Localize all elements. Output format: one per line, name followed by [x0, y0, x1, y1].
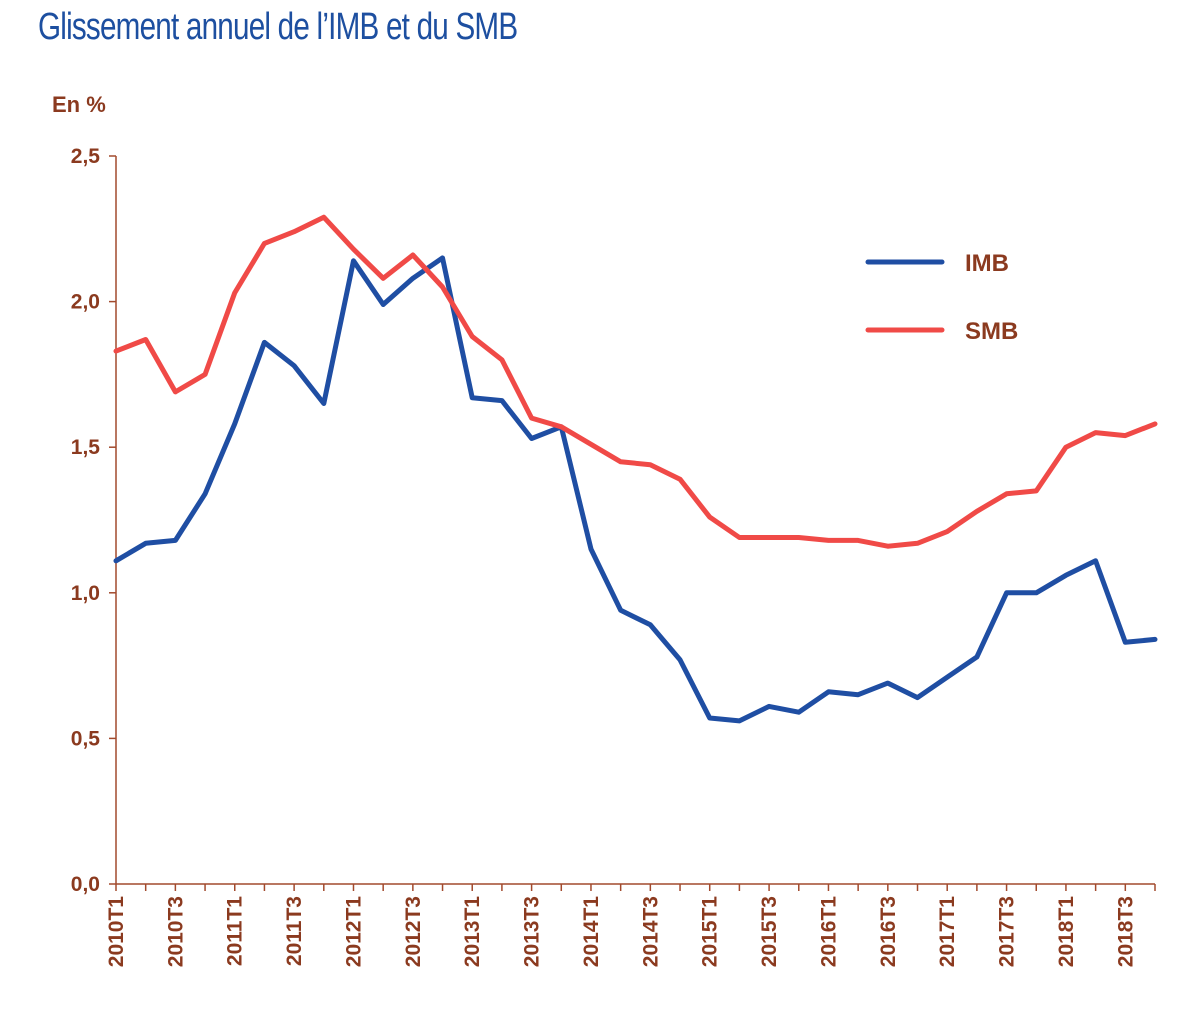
x-tick-label: 2016T3	[877, 896, 900, 967]
y-axis-label: En %	[52, 92, 106, 117]
x-tick-label: 2016T1	[817, 896, 840, 968]
x-tick-label: 2013T3	[521, 896, 544, 967]
x-tick-label: 2018T3	[1114, 896, 1137, 967]
x-ticks: 2010T1 2010T3 2011T1 2011T3 2012T1 2012T3 2013…	[105, 884, 1156, 968]
x-tick-label: 2010T3	[164, 896, 187, 967]
y-tick-label: 0,5	[71, 727, 101, 750]
x-tick-label: 2014T3	[639, 896, 662, 967]
x-tick-label: 2012T3	[402, 896, 425, 967]
y-tick-label: 1,5	[71, 436, 101, 459]
y-tick-label: 2,0	[71, 291, 100, 314]
x-tick-label: 2015T3	[758, 896, 781, 967]
x-tick-label: 2017T1	[936, 896, 959, 968]
y-tick-label: 2,5	[71, 145, 101, 168]
x-tick-label: 2015T1	[699, 896, 722, 968]
y-tick-label: 0,0	[71, 873, 100, 896]
x-tick-label: 2010T1	[105, 896, 128, 968]
legend-label-smb: SMB	[965, 318, 1018, 345]
series-line-smb	[113, 214, 1158, 549]
legend-label-imb: IMB	[965, 250, 1009, 277]
x-tick-label: 2018T1	[1055, 896, 1078, 968]
series-line-imb	[113, 255, 1158, 724]
series-lines	[113, 214, 1158, 724]
legend: IMB SMB	[865, 250, 1018, 345]
x-tick-label: 2011T3	[283, 896, 306, 966]
x-tick-label: 2012T1	[342, 896, 365, 968]
chart-title: Glissement annuel de l’IMB et du SMB	[38, 6, 518, 48]
x-tick-label: 2017T3	[996, 896, 1019, 967]
x-tick-label: 2014T1	[580, 896, 603, 968]
y-tick-label: 1,0	[71, 582, 100, 605]
axes	[115, 156, 1155, 885]
y-ticks: 0,0 0,5 1,0 1,5 2,0 2,5	[71, 145, 116, 896]
x-tick-label: 2011T1	[224, 896, 247, 966]
x-tick-label: 2013T1	[461, 896, 484, 968]
